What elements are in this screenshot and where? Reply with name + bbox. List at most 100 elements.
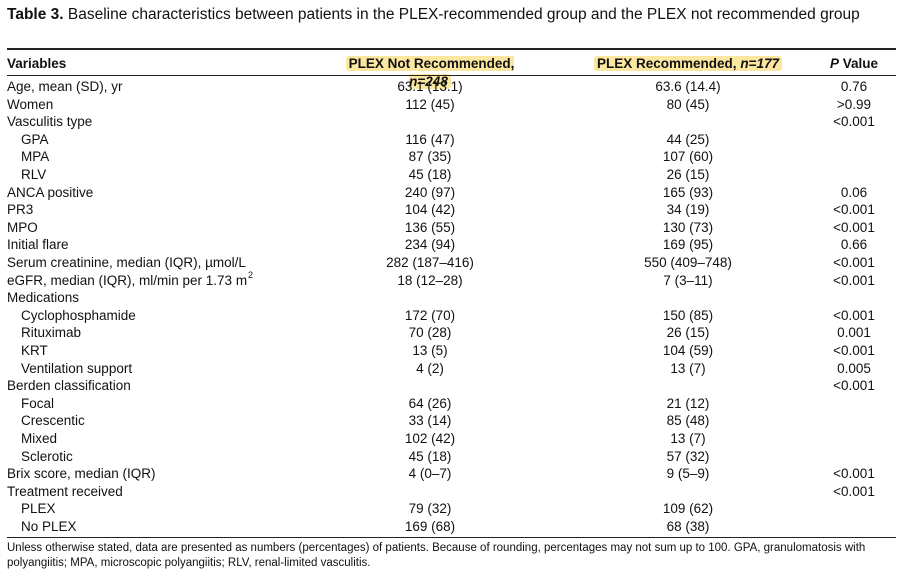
header-plex-not-recommended: PLEX Not Recommended, n=248 — [330, 55, 530, 89]
table-row: MPO 136 (55) 130 (73) <0.001 — [0, 219, 908, 237]
cell-plex-recommended: 107 (60) — [662, 149, 714, 165]
table-row: Vasculitis type <0.001 — [0, 113, 908, 131]
row-label: Focal — [21, 395, 55, 411]
cell-plex-recommended: 109 (62) — [662, 501, 714, 517]
cell-plex-not-recommended: 4 (0–7) — [408, 466, 452, 482]
row-label: Rituximab — [21, 325, 82, 341]
table-row: PR3 104 (42) 34 (19) <0.001 — [0, 201, 908, 219]
table-row: ANCA positive 240 (97) 165 (93) 0.06 — [0, 184, 908, 202]
cell-p-value: <0.001 — [833, 483, 875, 499]
table-caption: Table 3. Baseline characteristics betwee… — [7, 6, 897, 24]
table-row: Focal 64 (26) 21 (12) — [0, 395, 908, 413]
cell-p-value: <0.001 — [833, 343, 875, 358]
cell-plex-not-recommended: 79 (32) — [408, 501, 452, 517]
table-row: No PLEX 169 (68) 68 (38) — [0, 518, 908, 536]
table-label: Table 3. — [7, 6, 64, 23]
header-value: Value — [838, 56, 879, 71]
row-label: MPO — [7, 219, 38, 235]
row-label: RLV — [21, 167, 47, 182]
cell-p-value: >0.99 — [836, 96, 872, 112]
row-label: MPA — [21, 149, 50, 165]
cell-plex-not-recommended: 102 (42) — [404, 431, 456, 446]
row-label: PR3 — [7, 202, 34, 218]
cell-plex-recommended: 68 (38) — [666, 519, 710, 534]
cell-plex-recommended: 44 (25) — [666, 131, 710, 147]
cell-plex-recommended: 34 (19) — [666, 202, 710, 218]
header-col1-label: PLEX Not Recommended, — [348, 56, 515, 71]
cell-plex-recommended: 57 (32) — [666, 448, 710, 464]
cell-plex-not-recommended: 45 (18) — [408, 448, 452, 464]
table-row: Serum creatinine, median (IQR), µmol/L 28… — [0, 254, 908, 272]
row-label: Mixed — [21, 431, 58, 446]
table-row: Treatment received <0.001 — [0, 483, 908, 501]
cell-plex-recommended: 13 (7) — [670, 360, 706, 376]
cell-plex-not-recommended: 136 (55) — [404, 219, 456, 235]
row-label: Berden classification — [7, 378, 131, 394]
cell-plex-not-recommended: 116 (47) — [405, 131, 455, 147]
cell-plex-not-recommended: 104 (42) — [404, 202, 456, 218]
header-col1-n: n=248 — [409, 74, 448, 89]
cell-plex-not-recommended: 18 (12–28) — [397, 272, 463, 288]
header-p-value: P Value — [812, 55, 896, 73]
row-label: Medications — [7, 290, 80, 306]
table-row: RLV 45 (18) 26 (15) — [0, 166, 908, 184]
table-row: PLEX 79 (32) 109 (62) — [0, 500, 908, 518]
cell-plex-not-recommended: 240 (97) — [404, 184, 456, 200]
table-row: Mixed 102 (42) 13 (7) — [0, 430, 908, 448]
table-row: Brix score, median (IQR) 4 (0–7) 9 (5–9) <0… — [0, 465, 908, 483]
row-label: Brix score, median (IQR) — [7, 466, 156, 482]
header-p: P — [829, 56, 839, 71]
cell-plex-recommended: 9 (5–9) — [666, 466, 710, 482]
row-label: Ventilation support — [21, 360, 133, 376]
cell-plex-recommended: 26 (15) — [666, 167, 710, 182]
row-label: No PLEX — [21, 519, 77, 534]
cell-plex-recommended: 550 (409–748) — [644, 255, 732, 270]
header-col2-label: PLEX Recommended, — [597, 56, 741, 71]
cell-p-value: <0.001 — [833, 307, 875, 323]
cell-p-value: 0.76 — [840, 79, 868, 94]
cell-plex-recommended: 7 (3–11) — [663, 272, 713, 288]
cell-plex-not-recommended: 63.1 (13.1) — [397, 79, 463, 94]
table-row: Cyclophosphamide 172 (70) 150 (85) <0.001 — [0, 307, 908, 325]
cell-p-value: <0.001 — [833, 466, 875, 482]
cell-plex-not-recommended: 33 (14) — [408, 413, 452, 429]
row-label: Initial flare — [7, 237, 69, 253]
cell-plex-recommended: 130 (73) — [662, 219, 714, 235]
cell-plex-not-recommended: 112 (45) — [405, 96, 455, 112]
cell-p-value: 0.001 — [837, 325, 871, 341]
cell-p-value: <0.001 — [833, 114, 875, 130]
row-label: Treatment received — [7, 483, 123, 499]
table-row: Ventilation support 4 (2) 13 (7) 0.005 — [0, 360, 908, 378]
bottom-rule — [7, 537, 896, 538]
cell-p-value: <0.001 — [833, 255, 875, 270]
cell-plex-not-recommended: 282 (187–416) — [386, 255, 474, 270]
cell-plex-recommended: 80 (45) — [666, 96, 710, 112]
cell-plex-recommended: 21 (12) — [666, 395, 710, 411]
cell-p-value: 0.005 — [837, 360, 871, 376]
cell-plex-recommended: 104 (59) — [662, 343, 714, 358]
header-plex-recommended: PLEX Recommended, n=177 — [588, 55, 788, 73]
table-row: GPA 116 (47) 44 (25) — [0, 131, 908, 149]
header-col2-n: n=177 — [740, 56, 779, 71]
row-label: eGFR, median (IQR), ml/min per 1.73 m — [7, 272, 248, 288]
cell-plex-not-recommended: 70 (28) — [408, 325, 452, 341]
table-row: Crescentic 33 (14) 85 (48) — [0, 412, 908, 430]
row-label: Crescentic — [21, 413, 85, 429]
cell-plex-not-recommended: 64 (26) — [408, 395, 452, 411]
top-rule — [7, 48, 896, 50]
row-label: GPA — [21, 131, 49, 147]
table-row: Initial flare 234 (94) 169 (95) 0.66 — [0, 236, 908, 254]
cell-p-value: 0.06 — [840, 184, 868, 200]
cell-plex-not-recommended: 13 (5) — [412, 343, 448, 358]
cell-p-value: <0.001 — [833, 202, 875, 218]
table-row: KRT 13 (5) 104 (59) <0.001 — [0, 342, 908, 360]
table-row: Medications — [0, 289, 908, 307]
cell-p-value: 0.66 — [840, 237, 868, 253]
table-footnote: Unless otherwise stated, data are presen… — [7, 542, 866, 569]
row-label: KRT — [21, 343, 48, 358]
cell-plex-not-recommended: 234 (94) — [404, 237, 456, 253]
row-label: Age, mean (SD), yr — [7, 79, 123, 94]
table-row: Berden classification <0.001 — [0, 377, 908, 395]
cell-plex-recommended: 85 (48) — [666, 413, 710, 429]
cell-plex-not-recommended: 45 (18) — [408, 167, 452, 182]
